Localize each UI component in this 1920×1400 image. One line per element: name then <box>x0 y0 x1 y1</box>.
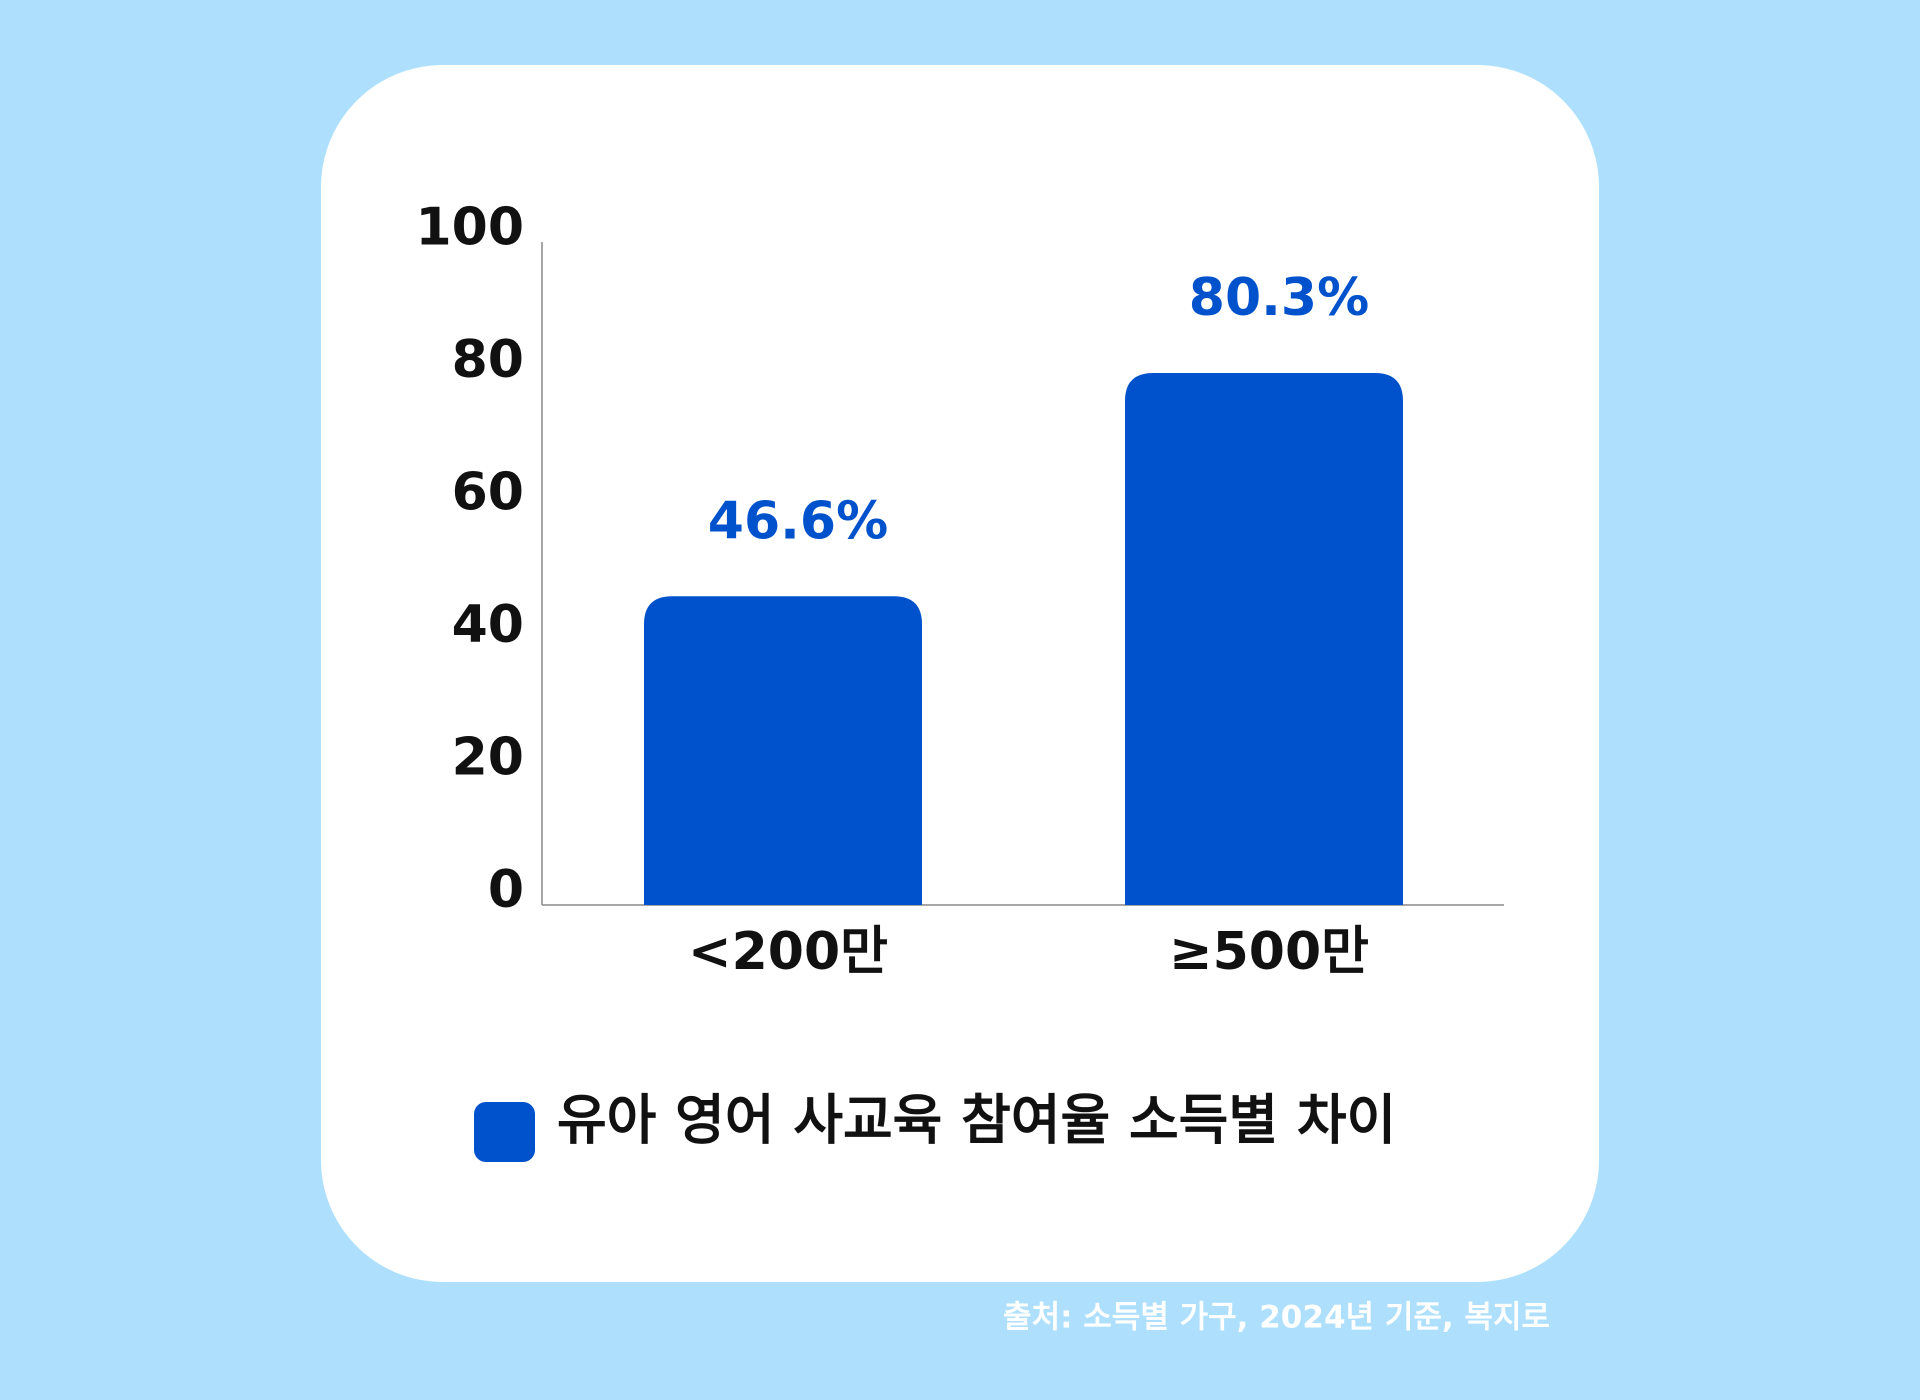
card <box>321 65 1599 1282</box>
source-note: 출처: 소득별 가구, 2024년 기준, 복지로 <box>1003 1300 1550 1336</box>
y-tick-label: 20 <box>452 728 524 788</box>
bar <box>1125 373 1403 905</box>
legend-label: 유아 영어 사교육 참여율 소득별 차이 <box>557 1089 1396 1152</box>
x-tick-label: <200만 <box>688 922 888 982</box>
bar <box>644 596 922 905</box>
y-tick-label: 100 <box>415 198 524 258</box>
value-label: 46.6% <box>708 491 888 551</box>
y-tick-label: 80 <box>452 330 524 390</box>
y-tick-label: 60 <box>452 463 524 523</box>
y-tick-label: 0 <box>488 860 524 920</box>
x-tick-label: ≥500만 <box>1169 922 1369 982</box>
value-label: 80.3% <box>1189 268 1369 328</box>
legend-swatch <box>474 1102 535 1162</box>
y-tick-label: 40 <box>452 595 524 655</box>
